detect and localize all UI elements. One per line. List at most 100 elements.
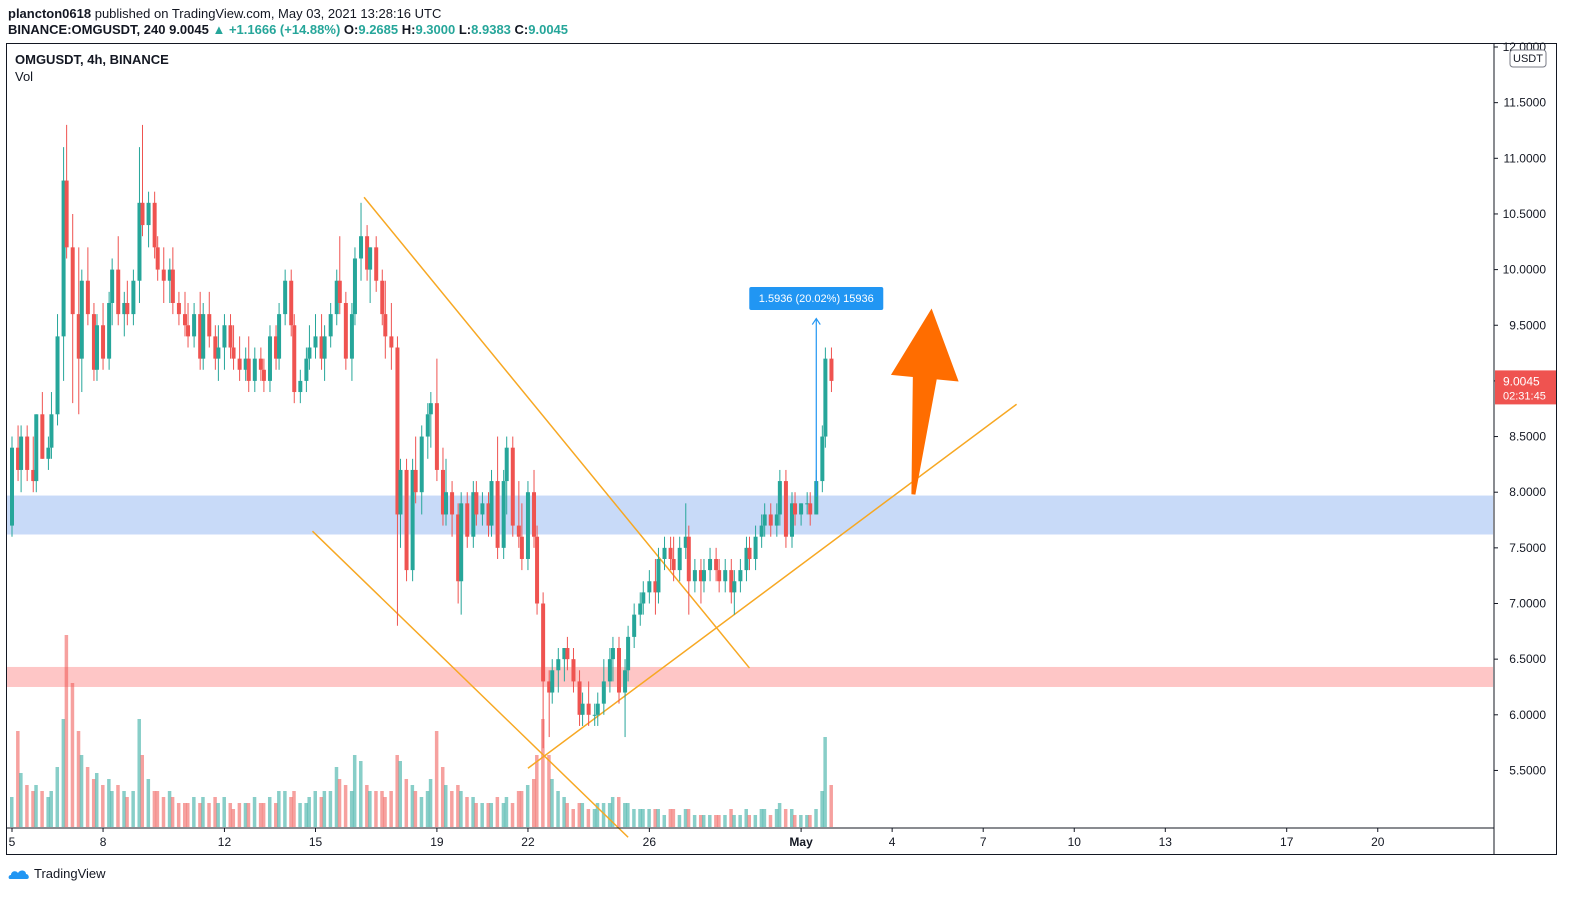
tradingview-logo[interactable]: TradingView (8, 866, 106, 881)
candle-body (167, 269, 172, 281)
candle (167, 258, 172, 303)
candle-body (656, 558, 661, 593)
candle (404, 458, 409, 582)
candle (365, 225, 370, 281)
candle (607, 648, 612, 693)
candle-body (668, 547, 673, 559)
up-arrow-annotation[interactable] (890, 308, 959, 495)
support-zone[interactable] (7, 666, 1493, 687)
price-axis[interactable] (1494, 44, 1557, 855)
candle-body (550, 670, 555, 693)
author-name[interactable]: plancton0618 (8, 6, 92, 21)
measure-label-box[interactable] (749, 287, 884, 310)
candle (283, 269, 288, 326)
candle-body (799, 503, 804, 515)
candle-body (532, 492, 537, 537)
candle (307, 325, 312, 370)
volume-bar (428, 779, 433, 827)
candle-body (783, 481, 788, 537)
candle-body (525, 492, 530, 559)
volume-bar (474, 803, 478, 827)
volume-bar (146, 779, 151, 827)
volume-bar (125, 797, 129, 827)
bar-countdown: 02:31:45 (1503, 390, 1546, 402)
candle-body (577, 681, 582, 715)
candle (131, 269, 136, 326)
currency-badge[interactable] (1509, 49, 1547, 68)
candle-body (607, 659, 612, 682)
candle (277, 302, 282, 370)
volume-bar (298, 803, 302, 827)
volume-bar (246, 803, 251, 827)
volume-bar (723, 815, 727, 827)
candle-body (292, 325, 297, 393)
volume-bar (110, 791, 114, 827)
candle (547, 670, 552, 738)
time-tick-label: 5 (9, 835, 16, 849)
candle-body (55, 336, 60, 415)
candle (647, 570, 652, 604)
price-tick-label: 8.0000 (1509, 485, 1546, 499)
candle-body (398, 469, 403, 515)
resistance-zone[interactable] (7, 495, 1493, 535)
candle-body (76, 314, 81, 359)
candle (110, 258, 115, 326)
candle (243, 347, 248, 381)
candle (686, 525, 691, 615)
candle-body (759, 525, 764, 537)
candle (161, 247, 166, 303)
trendline-2[interactable] (311, 530, 629, 838)
volume-bar (319, 797, 324, 827)
volume-bar (186, 803, 190, 827)
volume-bar (547, 755, 551, 827)
symbol-line: BINANCE:OMGUSDT, 240 (8, 22, 166, 37)
volume-bar (131, 791, 135, 827)
candle (692, 558, 697, 593)
volume-bar (550, 779, 554, 827)
candle (261, 358, 266, 393)
volume-bar (170, 797, 175, 827)
volume-bar (389, 791, 393, 827)
trendline-1[interactable] (363, 196, 751, 669)
candle (428, 392, 433, 448)
volume-bar (16, 731, 20, 827)
candle (626, 625, 631, 682)
candle-body (434, 403, 439, 470)
volume-bar (64, 635, 69, 827)
time-tick-label: 26 (643, 835, 657, 849)
candle-body (471, 492, 476, 537)
price-tick-label: 10.0000 (1503, 263, 1547, 277)
volume-bar (70, 683, 75, 827)
volume-bar (686, 809, 691, 827)
candle-body (274, 336, 279, 359)
candle (799, 503, 804, 526)
candle (638, 592, 643, 626)
volume-legend[interactable]: Vol (15, 69, 34, 84)
candle (146, 191, 151, 248)
candle (116, 236, 121, 326)
volume-bar (192, 797, 196, 827)
candle (580, 692, 585, 726)
volume-bar (368, 791, 372, 827)
candle-body (774, 514, 779, 526)
candle-body (626, 636, 631, 671)
trendline-3[interactable] (527, 403, 1018, 769)
price-tick-label: 11.5000 (1504, 96, 1547, 110)
price-tick-label: 8.5000 (1509, 430, 1546, 444)
candle (516, 481, 521, 548)
time-tick-label: 17 (1280, 835, 1294, 849)
candle-body (410, 469, 415, 571)
candle-body (777, 481, 782, 515)
candle (374, 236, 379, 292)
volume-bar (729, 809, 733, 827)
volume-bar (456, 785, 460, 827)
candle (155, 236, 160, 281)
candle-body (428, 403, 433, 415)
candle (64, 124, 69, 259)
candle (380, 269, 385, 326)
candle (653, 558, 658, 615)
candle-body (289, 280, 294, 326)
candle-body (85, 280, 90, 315)
candle-body (349, 314, 354, 359)
